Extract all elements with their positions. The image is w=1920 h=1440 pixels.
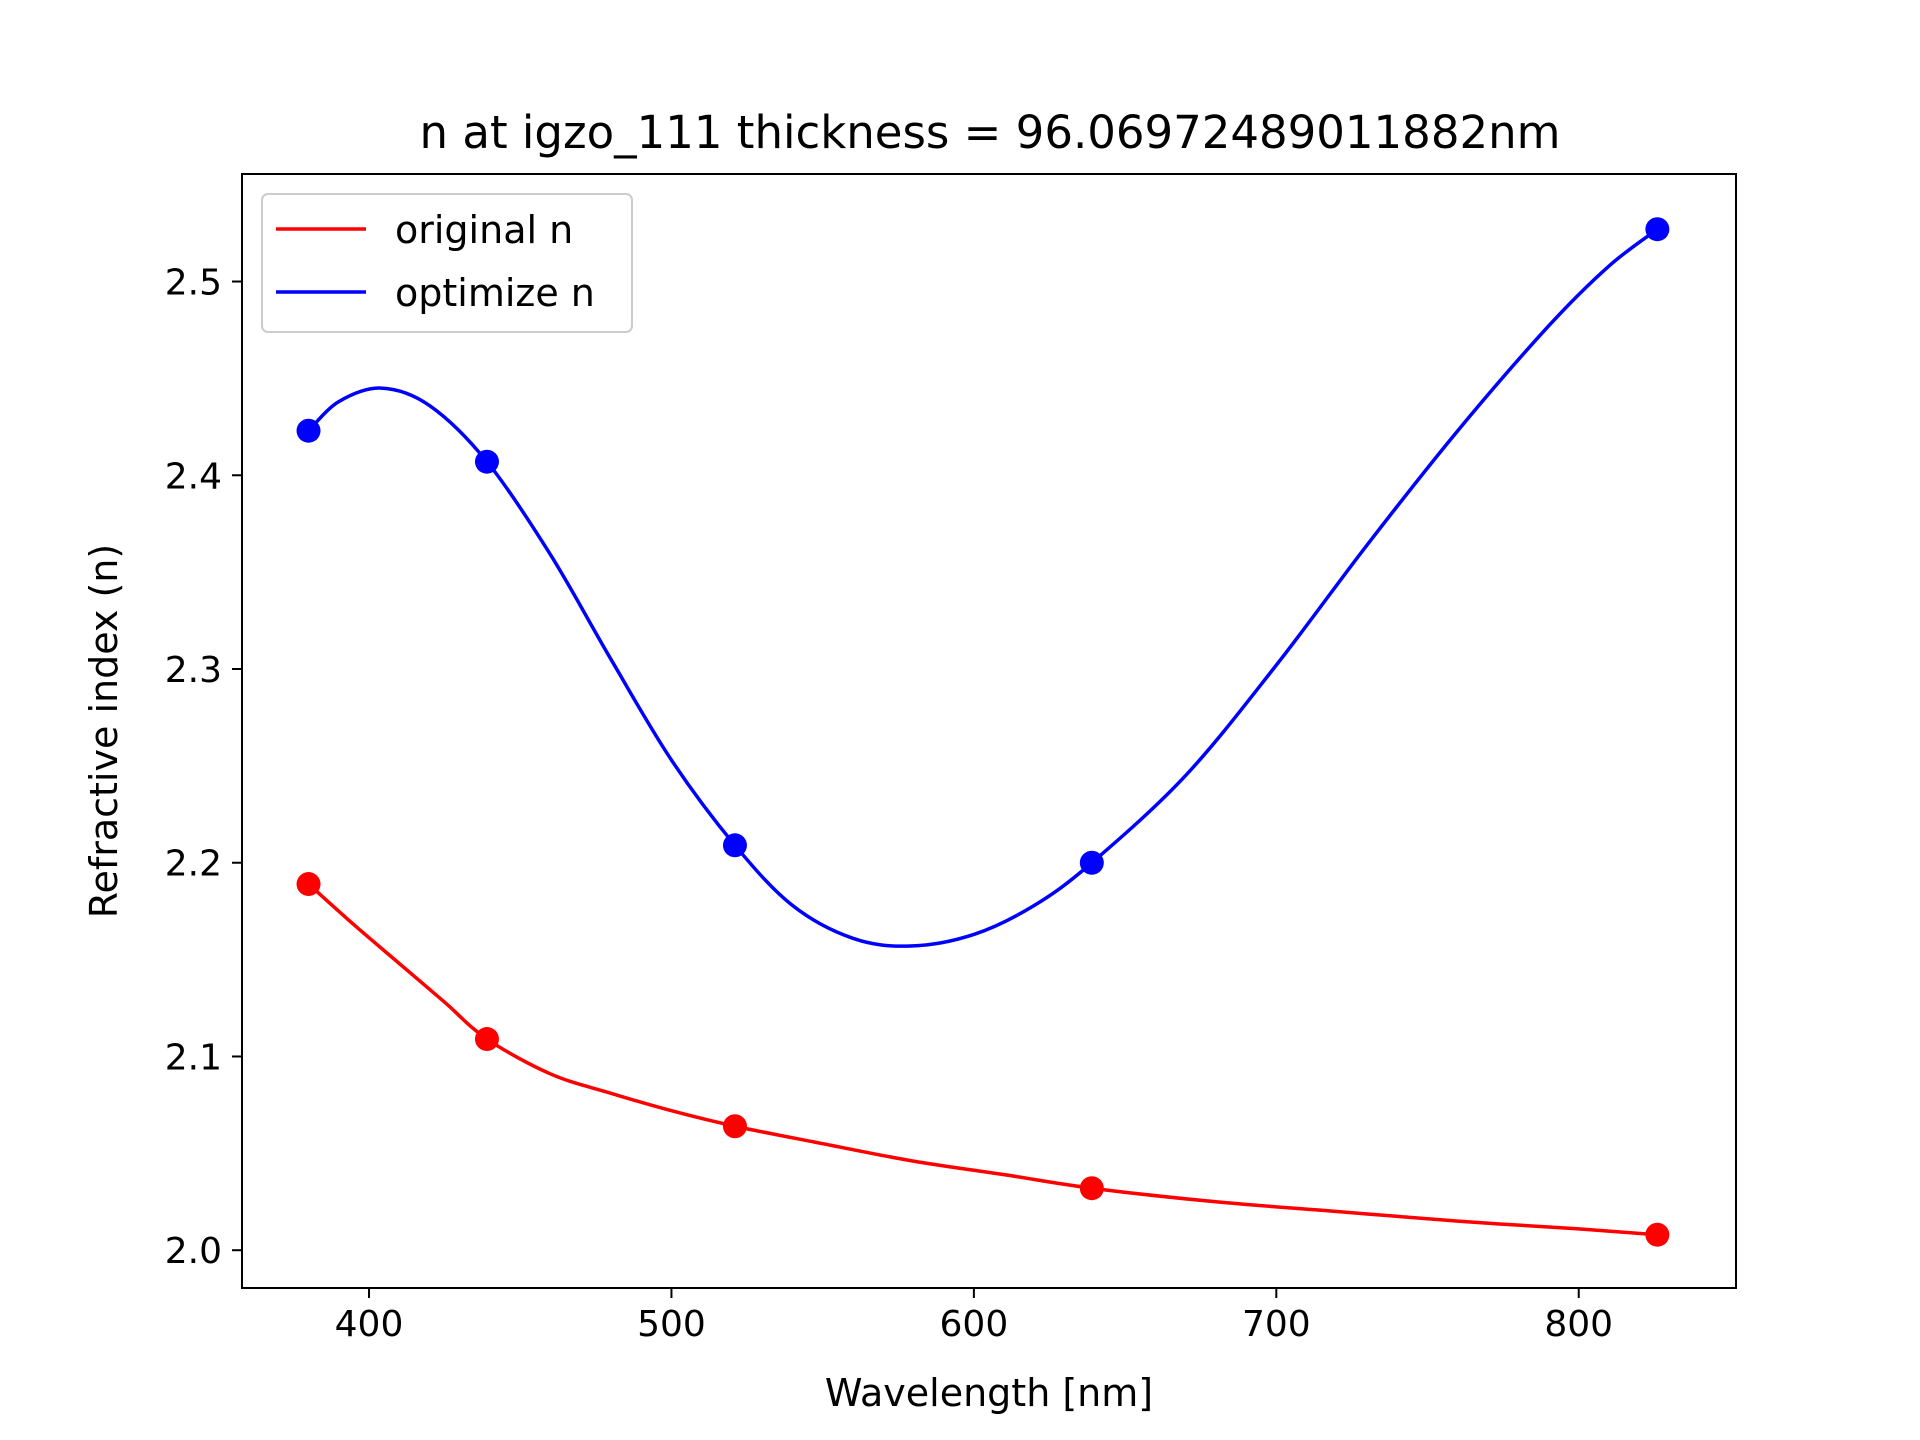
x-tick-label: 800	[1544, 1304, 1613, 1345]
legend-label-original-n: original n	[395, 208, 573, 252]
data-point-optimize-n	[474, 449, 499, 474]
data-point-original-n	[722, 1114, 747, 1139]
x-axis-label: Wavelength [nm]	[825, 1371, 1153, 1415]
x-axis: 400 500 600 700 800	[335, 1288, 1613, 1345]
x-tick-label: 400	[335, 1304, 404, 1345]
x-tick-label: 500	[637, 1304, 706, 1345]
data-point-optimize-n	[1079, 850, 1104, 875]
x-tick-label: 700	[1242, 1304, 1311, 1345]
data-point-original-n	[1645, 1222, 1670, 1247]
data-point-original-n	[474, 1027, 499, 1052]
y-tick-label: 2.2	[165, 844, 222, 885]
y-axis: 2.0 2.1 2.2 2.3 2.4 2.5	[165, 263, 242, 1272]
series-line-optimize-n	[307, 227, 1659, 948]
data-point-optimize-n	[722, 833, 747, 858]
legend: original n optimize n	[261, 193, 633, 333]
y-tick-label: 2.5	[165, 263, 222, 304]
y-tick-label: 2.3	[165, 650, 222, 691]
series-line-original-n	[307, 882, 1658, 1237]
data-point-original-n	[1079, 1176, 1104, 1201]
chart-title: n at igzo_111 thickness = 96.06972489011…	[420, 106, 1561, 159]
y-tick-label: 2.4	[165, 456, 222, 497]
plot-frame	[241, 173, 1737, 1289]
y-tick-label: 2.1	[165, 1037, 222, 1078]
x-tick-label: 600	[940, 1304, 1009, 1345]
legend-label-optimize-n: optimize n	[395, 271, 595, 315]
data-point-optimize-n	[296, 418, 321, 443]
data-point-optimize-n	[1645, 217, 1670, 242]
series-curves	[307, 227, 1659, 1237]
series-markers	[296, 217, 1670, 1247]
data-point-original-n	[296, 872, 321, 897]
y-tick-label: 2.0	[165, 1231, 222, 1272]
y-axis-label: Refractive index (n)	[82, 544, 126, 918]
